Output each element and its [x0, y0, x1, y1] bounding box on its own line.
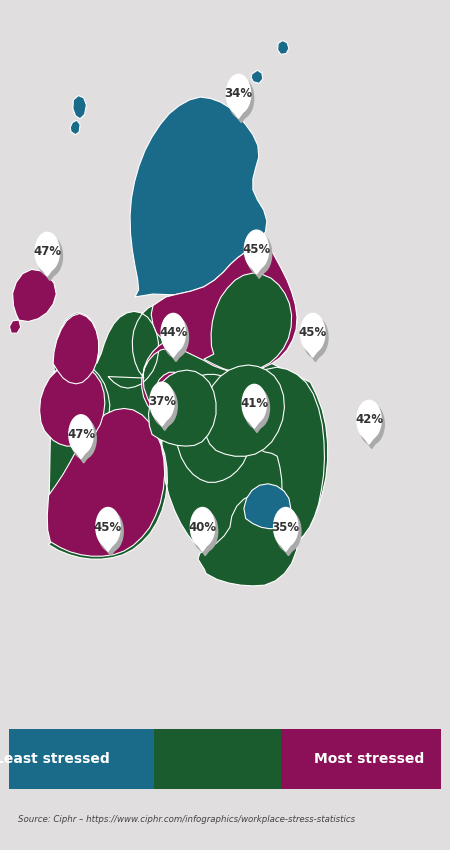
Circle shape: [247, 234, 272, 275]
Polygon shape: [77, 454, 90, 463]
Polygon shape: [9, 320, 21, 333]
Polygon shape: [13, 269, 56, 321]
Polygon shape: [169, 353, 183, 361]
Text: 35%: 35%: [272, 520, 300, 534]
Bar: [281, 729, 441, 789]
Text: 45%: 45%: [243, 243, 270, 256]
Polygon shape: [43, 271, 57, 280]
Circle shape: [229, 78, 254, 118]
Circle shape: [242, 384, 266, 423]
Circle shape: [98, 511, 123, 552]
Text: Most stressed: Most stressed: [314, 752, 424, 766]
Polygon shape: [101, 542, 115, 552]
Polygon shape: [238, 367, 324, 544]
Circle shape: [357, 400, 381, 439]
Polygon shape: [309, 353, 322, 361]
Circle shape: [359, 404, 384, 445]
Bar: [9, 729, 154, 789]
Polygon shape: [234, 114, 248, 122]
Circle shape: [303, 317, 328, 358]
Circle shape: [274, 507, 298, 547]
Circle shape: [37, 236, 63, 276]
Polygon shape: [306, 348, 319, 357]
Circle shape: [71, 418, 96, 459]
Circle shape: [35, 232, 59, 271]
Text: 45%: 45%: [94, 520, 122, 534]
Polygon shape: [198, 494, 298, 586]
Text: 44%: 44%: [159, 326, 187, 339]
Polygon shape: [252, 269, 266, 278]
Polygon shape: [278, 41, 289, 54]
Circle shape: [69, 415, 93, 454]
Polygon shape: [158, 422, 171, 430]
Polygon shape: [362, 435, 376, 444]
Polygon shape: [155, 417, 169, 426]
Polygon shape: [250, 423, 264, 433]
Circle shape: [244, 388, 270, 428]
Polygon shape: [282, 547, 295, 556]
Polygon shape: [40, 365, 105, 446]
Circle shape: [226, 75, 251, 114]
Text: 37%: 37%: [148, 395, 176, 408]
Polygon shape: [104, 547, 117, 556]
Polygon shape: [44, 238, 328, 568]
Polygon shape: [204, 273, 292, 372]
Polygon shape: [166, 348, 180, 357]
Circle shape: [152, 386, 177, 426]
Circle shape: [163, 317, 189, 358]
Text: 45%: 45%: [299, 326, 327, 339]
Polygon shape: [73, 95, 86, 119]
Polygon shape: [74, 450, 88, 459]
Polygon shape: [244, 484, 291, 529]
Text: 47%: 47%: [67, 428, 95, 441]
Polygon shape: [148, 370, 216, 446]
Polygon shape: [40, 267, 54, 276]
Polygon shape: [248, 419, 261, 428]
Circle shape: [150, 382, 174, 422]
Polygon shape: [47, 409, 165, 556]
Circle shape: [96, 507, 120, 547]
Circle shape: [190, 507, 215, 547]
Text: 40%: 40%: [189, 520, 216, 534]
Polygon shape: [196, 542, 209, 552]
Text: 47%: 47%: [33, 246, 61, 258]
Circle shape: [276, 511, 301, 552]
Polygon shape: [251, 71, 263, 83]
Polygon shape: [279, 542, 292, 552]
Polygon shape: [365, 439, 378, 449]
Bar: [154, 729, 281, 789]
Polygon shape: [250, 265, 263, 274]
Circle shape: [193, 511, 218, 552]
Polygon shape: [142, 238, 297, 417]
Text: 42%: 42%: [355, 413, 383, 427]
Polygon shape: [53, 314, 99, 384]
Circle shape: [161, 314, 185, 353]
Circle shape: [301, 314, 325, 353]
Polygon shape: [70, 120, 80, 134]
Polygon shape: [232, 109, 245, 118]
Circle shape: [244, 230, 269, 269]
Text: Source: Ciphr – https://www.ciphr.com/infographics/workplace-stress-statistics: Source: Ciphr – https://www.ciphr.com/in…: [18, 815, 355, 824]
Text: Least stressed: Least stressed: [0, 752, 110, 766]
Text: 41%: 41%: [240, 398, 268, 411]
Polygon shape: [203, 365, 284, 456]
Polygon shape: [198, 547, 212, 556]
Text: 34%: 34%: [225, 88, 252, 100]
Polygon shape: [130, 97, 267, 297]
